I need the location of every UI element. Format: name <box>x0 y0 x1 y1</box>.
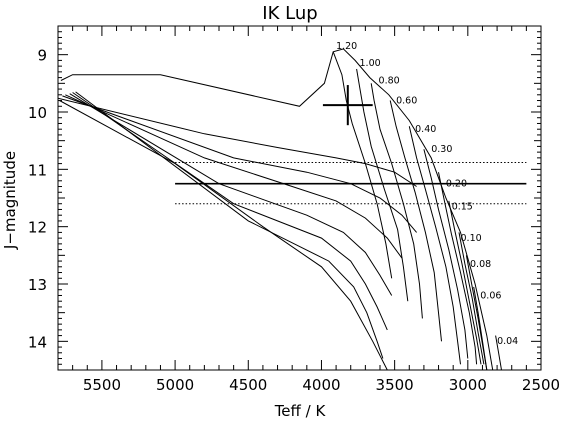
mass-label-0-04: 0.04 <box>497 336 518 347</box>
mass-track-0-04 <box>495 335 502 370</box>
mass-track-0-20 <box>438 172 478 365</box>
mass-track-0-15 <box>448 200 482 365</box>
plot-lines <box>58 48 527 370</box>
x-tick-label: 5000 <box>156 376 194 394</box>
x-tick-label: 3500 <box>376 376 414 394</box>
plot-frame <box>57 25 542 371</box>
x-axis-label: Teff / K <box>274 402 327 420</box>
y-axis-label: J−magnitude <box>1 151 19 250</box>
isochrone-line <box>58 97 417 187</box>
mass-track-0-40 <box>408 126 461 365</box>
isochrone-line <box>72 92 388 331</box>
y-tick-label: 11 <box>28 161 47 179</box>
mass-track-0-60 <box>389 100 442 342</box>
mass-label-0-15: 0.15 <box>452 201 473 212</box>
y-tick-label: 12 <box>28 219 47 237</box>
mass-label-0-10: 0.10 <box>461 233 482 244</box>
y-tick-label: 10 <box>28 104 47 122</box>
track-envelope <box>60 48 494 370</box>
mass-label-0-20: 0.20 <box>446 179 467 190</box>
mass-label-0-80: 0.80 <box>379 75 400 86</box>
y-tick-label: 14 <box>28 333 47 351</box>
zams-boundary <box>59 100 388 370</box>
mass-track-1-00 <box>356 68 409 302</box>
mass-label-0-60: 0.60 <box>396 95 417 106</box>
mass-track-0-06 <box>473 286 488 370</box>
x-tick-label: 5500 <box>83 376 121 394</box>
isochrone-line <box>65 94 403 259</box>
mass-track-0-10 <box>458 232 485 365</box>
isochrone-line <box>62 95 417 233</box>
y-tick-label: 13 <box>28 276 47 294</box>
plot-area: 1.201.00 0.80 0.60 0.40 0.30 0.20 0.15 0.10 0.08… <box>58 41 527 370</box>
x-tick-label: 3000 <box>449 376 487 394</box>
mass-track-1-20 <box>332 51 393 279</box>
x-tick-label: 2500 <box>522 376 560 394</box>
mass-label-0-08: 0.08 <box>470 259 491 270</box>
chart-title: IK Lup <box>262 3 317 24</box>
mass-label-0-06: 0.06 <box>480 290 501 301</box>
mass-label-0-30: 0.30 <box>431 144 452 155</box>
y-tick-label: 9 <box>37 47 47 65</box>
mass-track-0-30 <box>423 149 469 359</box>
mass-label-1-20: 1.20 <box>336 41 357 52</box>
isochrone-line <box>75 91 384 359</box>
mass-track-0-80 <box>370 83 423 319</box>
axis-ticks: 5500 5000 4500 4000 3500 3000 2500 9 10 11 12 13 14 <box>28 25 560 394</box>
x-tick-label: 4500 <box>229 376 267 394</box>
mass-label-0-40: 0.40 <box>415 124 436 135</box>
mass-label-1-00: 1.00 <box>360 58 381 69</box>
x-tick-label: 4000 <box>302 376 340 394</box>
